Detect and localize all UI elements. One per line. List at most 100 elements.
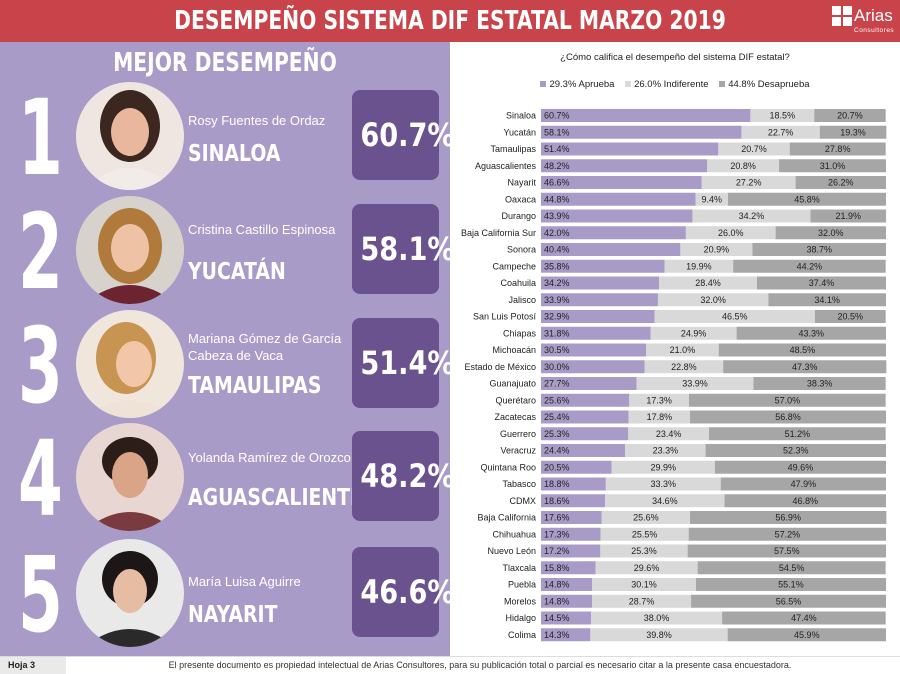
data-label: 21.0% — [670, 345, 696, 355]
data-label: 33.9% — [682, 379, 708, 389]
rank-percent-badge: 46.6% — [352, 547, 455, 637]
data-label: 57.5% — [774, 546, 800, 556]
bar-segment — [541, 527, 601, 541]
data-label: 25.3% — [544, 429, 570, 439]
bar-segment — [741, 125, 820, 139]
data-label: 31.8% — [544, 328, 570, 338]
bar-segment — [591, 611, 723, 625]
data-label: 26.0% — [718, 228, 744, 238]
rank-state: AGUASCALIENTES — [188, 485, 377, 511]
bar-segment — [541, 259, 665, 273]
rank-state: NAYARIT — [188, 602, 278, 628]
legend-item-indiferente: 26.0% Indiferente — [625, 79, 709, 90]
category-label: Coahuila — [500, 278, 536, 288]
bar-segment — [720, 477, 886, 491]
bar-segment — [814, 109, 886, 122]
bar-segment — [722, 611, 886, 625]
category-label: Zacatecas — [494, 412, 536, 422]
chart-legend: 29.3% Aprueba 26.0% Indiferente 44.8% De… — [450, 79, 900, 90]
bar-segment — [541, 360, 645, 374]
category-label: Nuevo León — [487, 546, 536, 556]
data-label: 22.8% — [671, 362, 697, 372]
rank-item: 4 Yolanda Ramírez de Orozco AGUASCALIENT… — [0, 419, 455, 539]
data-label: 51.4% — [544, 144, 570, 154]
avatar — [76, 310, 184, 418]
data-label: 25.3% — [631, 546, 657, 556]
data-label: 56.5% — [776, 596, 802, 606]
category-label: Colima — [508, 630, 536, 640]
data-label: 45.9% — [794, 630, 820, 640]
category-label: Hidalgo — [505, 613, 536, 623]
bar-segment — [541, 243, 681, 256]
data-label: 17.3% — [544, 529, 570, 539]
data-label: 45.8% — [794, 194, 820, 204]
data-label: 27.8% — [825, 144, 851, 154]
data-label: 47.4% — [791, 613, 817, 623]
bar-segment — [654, 310, 815, 323]
category-label: Nayarit — [507, 178, 536, 188]
category-label: Veracruz — [500, 446, 536, 456]
bar-segment — [541, 594, 593, 608]
bar-segment — [718, 142, 790, 156]
bar-segment — [590, 628, 728, 642]
data-label: 27.7% — [544, 379, 570, 389]
bar-segment — [692, 209, 811, 223]
data-label: 32.0% — [700, 295, 726, 305]
bar-segment — [628, 410, 691, 424]
data-label: 27.2% — [736, 178, 762, 188]
data-label: 25.4% — [544, 412, 570, 422]
data-label: 52.3% — [783, 446, 809, 456]
category-label: Chiapas — [503, 328, 537, 338]
bar-segment — [685, 226, 776, 240]
data-label: 14.8% — [544, 580, 570, 590]
bar-segment — [592, 594, 692, 608]
bar-segment — [595, 561, 698, 575]
bar-segment — [753, 377, 886, 390]
data-label: 31.0% — [820, 161, 846, 171]
data-label: 46.8% — [793, 496, 819, 506]
data-label: 21.9% — [835, 211, 861, 221]
bar-segment — [733, 259, 886, 273]
rank-number: 2 — [18, 191, 63, 313]
bar-segment — [628, 427, 710, 441]
data-label: 54.5% — [779, 563, 805, 573]
data-label: 32.9% — [544, 312, 570, 322]
bar-segment — [601, 511, 691, 524]
rank-person-name: Cristina Castillo Espinosa — [188, 222, 336, 237]
bar-segment — [795, 176, 886, 189]
bar-segment — [541, 444, 626, 457]
bar-segment — [541, 226, 686, 240]
bar-segment — [541, 142, 719, 156]
avatar — [76, 539, 184, 647]
category-label: Sonora — [507, 245, 536, 255]
data-label: 38.3% — [807, 379, 833, 389]
data-label: 58.1% — [544, 127, 570, 137]
data-label: 57.0% — [775, 395, 801, 405]
bar-segment — [541, 377, 637, 390]
bar-segment — [723, 360, 887, 374]
page-title: DESEMPEÑO SISTEMA DIF ESTATAL MARZO 2019 — [174, 6, 726, 36]
rank-state: TAMAULIPAS — [188, 373, 322, 399]
bar-segment — [697, 561, 886, 575]
rank-number: 1 — [18, 77, 63, 199]
bar-segment — [768, 293, 886, 307]
data-label: 20.7% — [741, 144, 767, 154]
data-label: 9.4% — [702, 194, 723, 204]
data-label: 17.6% — [544, 513, 570, 523]
data-label: 57.2% — [775, 529, 801, 539]
data-label: 25.6% — [544, 395, 570, 405]
category-label: Querétaro — [495, 395, 536, 405]
bar-segment — [625, 444, 706, 457]
page-footer: Hoja 3 El presente documento es propieda… — [0, 656, 900, 674]
page-header: DESEMPEÑO SISTEMA DIF ESTATAL MARZO 2019… — [0, 0, 900, 42]
rank-item: 5 María Luisa Aguirre NAYARIT 46.6% — [0, 535, 455, 655]
data-label: 26.2% — [828, 178, 854, 188]
data-label: 34.6% — [652, 496, 678, 506]
data-label: 34.2% — [739, 211, 765, 221]
bar-segment — [611, 460, 715, 474]
bar-segment — [541, 494, 606, 508]
data-label: 29.6% — [634, 563, 660, 573]
bar-segment — [541, 460, 612, 474]
rank-item: 3 Mariana Gómez de García Cabeza de Vaca… — [0, 306, 455, 426]
data-label: 22.7% — [768, 127, 794, 137]
